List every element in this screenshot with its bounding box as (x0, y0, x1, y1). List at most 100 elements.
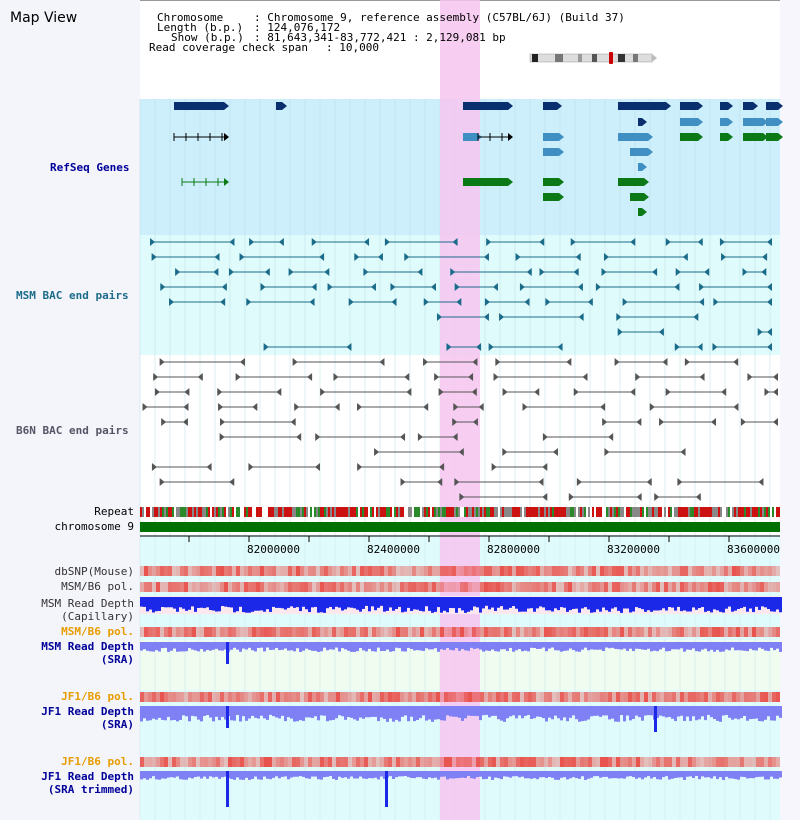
bac-end (151, 463, 157, 471)
bac-end (400, 433, 406, 441)
polymorphism-cell (656, 582, 660, 592)
depth-bar (200, 771, 203, 779)
polymorphism-cell (336, 582, 340, 592)
polymorphism-cell (576, 692, 580, 702)
polymorphism-cell (716, 627, 720, 637)
depth-bar (617, 597, 620, 611)
repeat-segment (754, 507, 756, 517)
depth-bar (356, 706, 359, 721)
depth-bar (617, 771, 620, 779)
polymorphism-cell (168, 566, 172, 576)
b6n-bac-label[interactable]: B6N BAC end pairs (16, 424, 129, 437)
bac-end (697, 343, 703, 351)
depth-bar (467, 771, 470, 777)
depth-bar (419, 771, 422, 778)
depth-bar (572, 597, 575, 609)
bac-end (587, 298, 593, 306)
polymorphism-cell (608, 566, 612, 576)
depth-bar (284, 642, 287, 649)
depth-bar (185, 771, 188, 780)
polymorphism-cell (340, 582, 344, 592)
depth-bar (281, 642, 284, 650)
polymorphism-cell (436, 757, 440, 767)
repeat-segment (590, 507, 592, 517)
repeat-segment (588, 507, 590, 517)
depth-bar (689, 642, 692, 650)
bac-end (758, 478, 764, 486)
depth-bar (374, 642, 377, 652)
bac-end (542, 463, 548, 471)
repeat-segment (612, 507, 614, 517)
refseq-genes-label[interactable]: RefSeq Genes (50, 161, 130, 174)
depth-bar (731, 771, 734, 779)
depth-bar (236, 597, 239, 612)
label-column (0, 0, 140, 820)
polymorphism-cell (296, 582, 300, 592)
polymorphism-cell (260, 757, 264, 767)
repeat-segment (258, 507, 260, 517)
polymorphism-cell (268, 627, 272, 637)
depth-bar (419, 706, 422, 719)
depth-bar (668, 642, 671, 651)
depth-bar (455, 642, 458, 649)
depth-bar (638, 642, 641, 649)
depth-bar (563, 642, 566, 651)
polymorphism-cell (632, 757, 636, 767)
polymorphism-cell (296, 692, 300, 702)
repeat-segment (322, 507, 324, 517)
repeat-segment (318, 507, 320, 517)
depth-bar (596, 771, 599, 777)
refseq-genes-track (173, 102, 783, 216)
depth-bar (431, 597, 434, 613)
polymorphism-cell (632, 627, 636, 637)
polymorphism-cell (752, 692, 756, 702)
polymorphism-cell (572, 566, 576, 576)
polymorphism-cell (396, 582, 400, 592)
gene-block (618, 178, 644, 186)
polymorphism-cell (180, 566, 184, 576)
polymorphism-cell (548, 566, 552, 576)
msm-bac-label[interactable]: MSM BAC end pairs (16, 289, 129, 302)
depth-bar (395, 771, 398, 778)
polymorphism-cell (480, 692, 484, 702)
depth-bar (755, 642, 758, 651)
repeat-segment (548, 507, 550, 517)
depth-bar (554, 642, 557, 651)
polymorphism-cell (224, 692, 228, 702)
bac-end (436, 313, 442, 321)
polymorphism-cell (720, 627, 724, 637)
repeat-segment (562, 507, 564, 517)
polymorphism-cell (412, 627, 416, 637)
depth-bar (686, 706, 689, 717)
depth-bar (335, 642, 338, 648)
depth-bar (701, 597, 704, 608)
bac-end (600, 403, 606, 411)
polymorphism-cell (544, 757, 548, 767)
depth-bar (764, 706, 767, 720)
bac-end (228, 268, 234, 276)
msm-read-depth-sra-label: MSM Read Depth (41, 640, 134, 653)
polymorphism-cell (732, 627, 736, 637)
depth-bar (488, 642, 491, 651)
depth-bar (374, 706, 377, 717)
depth-bar (632, 706, 635, 719)
polymorphism-cell (204, 757, 208, 767)
polymorphism-cell (688, 566, 692, 576)
depth-bar (755, 706, 758, 719)
depth-bar (617, 642, 620, 650)
polymorphism-cell (204, 627, 208, 637)
depth-bar (482, 642, 485, 652)
polymorphism-cell (156, 627, 160, 637)
depth-bar (758, 597, 761, 610)
polymorphism-cell (404, 627, 408, 637)
depth-bar (167, 642, 170, 652)
axis-tick-label: 82400000 (367, 543, 420, 556)
depth-bar (623, 642, 626, 649)
depth-bar (710, 706, 713, 718)
repeat-segment (222, 507, 224, 517)
depth-bar (737, 597, 740, 610)
depth-bar (662, 706, 665, 717)
polymorphism-cell (332, 566, 336, 576)
polymorphism-cell (324, 757, 328, 767)
